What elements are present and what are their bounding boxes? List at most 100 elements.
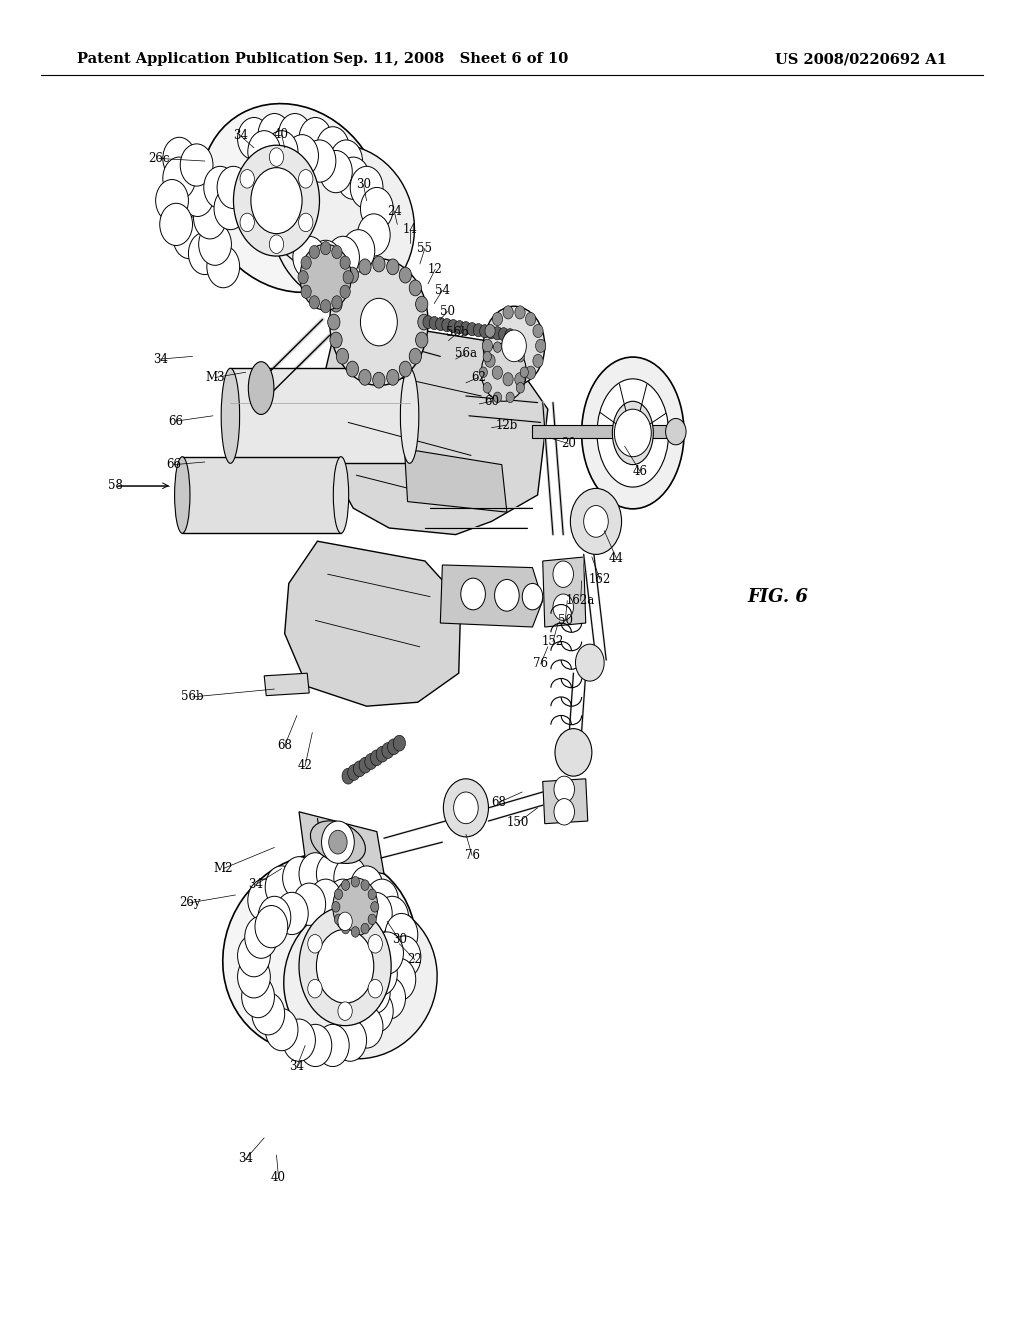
Circle shape: [346, 267, 358, 282]
Circle shape: [368, 890, 376, 900]
Circle shape: [373, 256, 385, 272]
Circle shape: [251, 168, 302, 234]
Circle shape: [371, 932, 403, 974]
Circle shape: [173, 216, 206, 259]
Circle shape: [279, 114, 311, 156]
Circle shape: [350, 1006, 383, 1048]
Text: 34: 34: [249, 878, 263, 891]
Text: 60: 60: [484, 395, 499, 408]
Text: 44: 44: [609, 552, 624, 565]
Circle shape: [316, 853, 349, 895]
Circle shape: [330, 259, 428, 385]
Circle shape: [495, 579, 519, 611]
Circle shape: [351, 876, 359, 887]
Circle shape: [499, 327, 509, 341]
Circle shape: [299, 214, 313, 232]
Circle shape: [357, 972, 390, 1014]
Text: 162: 162: [589, 573, 611, 586]
Ellipse shape: [221, 368, 240, 463]
Circle shape: [555, 729, 592, 776]
Circle shape: [332, 296, 342, 309]
Circle shape: [309, 240, 342, 282]
Circle shape: [342, 230, 375, 272]
Circle shape: [532, 325, 543, 338]
Circle shape: [359, 758, 372, 774]
Circle shape: [350, 866, 383, 908]
Circle shape: [493, 326, 503, 339]
Ellipse shape: [597, 379, 669, 487]
Circle shape: [299, 1024, 332, 1067]
Circle shape: [275, 892, 308, 935]
Circle shape: [483, 306, 545, 385]
Circle shape: [166, 190, 199, 232]
Circle shape: [493, 366, 503, 379]
Circle shape: [335, 890, 343, 900]
Circle shape: [328, 314, 340, 330]
Circle shape: [340, 256, 350, 269]
Bar: [532, 425, 676, 438]
Circle shape: [242, 975, 274, 1018]
Text: 50: 50: [558, 614, 572, 627]
Circle shape: [163, 157, 196, 199]
Text: US 2008/0220692 A1: US 2008/0220692 A1: [775, 53, 947, 66]
Ellipse shape: [333, 457, 348, 533]
Circle shape: [525, 313, 536, 326]
Circle shape: [358, 370, 371, 385]
Circle shape: [180, 144, 213, 186]
Ellipse shape: [248, 362, 274, 414]
Circle shape: [481, 343, 526, 401]
Circle shape: [410, 280, 422, 296]
Circle shape: [342, 768, 354, 784]
Text: 12b: 12b: [496, 418, 518, 432]
Circle shape: [204, 166, 237, 209]
Circle shape: [503, 306, 513, 319]
Circle shape: [293, 236, 326, 279]
Circle shape: [485, 354, 496, 367]
Circle shape: [342, 883, 375, 925]
Circle shape: [516, 351, 524, 362]
Text: 40: 40: [274, 128, 289, 141]
Circle shape: [368, 935, 382, 953]
Polygon shape: [299, 812, 384, 874]
Text: 26y: 26y: [179, 896, 200, 909]
Circle shape: [334, 1019, 367, 1061]
Circle shape: [238, 956, 270, 998]
Polygon shape: [440, 565, 543, 627]
Circle shape: [393, 735, 406, 751]
Circle shape: [482, 339, 493, 352]
Circle shape: [570, 488, 622, 554]
Circle shape: [342, 923, 350, 933]
Text: 162a: 162a: [566, 594, 595, 607]
Circle shape: [316, 929, 374, 1003]
Text: M3: M3: [205, 371, 225, 384]
Circle shape: [553, 561, 573, 587]
Circle shape: [176, 164, 209, 206]
Text: 66: 66: [169, 414, 183, 428]
Circle shape: [332, 246, 342, 259]
Ellipse shape: [400, 368, 419, 463]
Text: 34: 34: [233, 129, 248, 143]
Polygon shape: [285, 541, 461, 706]
Circle shape: [258, 896, 291, 939]
Circle shape: [360, 990, 393, 1032]
Circle shape: [299, 907, 391, 1026]
Circle shape: [357, 214, 390, 256]
Circle shape: [383, 958, 416, 1001]
Circle shape: [516, 383, 524, 393]
Circle shape: [283, 857, 315, 899]
Text: M2: M2: [213, 862, 233, 875]
Text: Sep. 11, 2008   Sheet 6 of 10: Sep. 11, 2008 Sheet 6 of 10: [333, 53, 568, 66]
Circle shape: [335, 913, 343, 924]
Circle shape: [493, 313, 503, 326]
Circle shape: [553, 594, 573, 620]
Circle shape: [515, 306, 525, 319]
Circle shape: [361, 923, 370, 933]
Circle shape: [368, 913, 376, 924]
Circle shape: [309, 879, 342, 921]
Circle shape: [265, 131, 298, 173]
Circle shape: [479, 367, 487, 378]
Text: FIG. 6: FIG. 6: [748, 587, 808, 606]
Circle shape: [316, 127, 349, 169]
Circle shape: [366, 879, 398, 921]
Circle shape: [483, 351, 492, 362]
